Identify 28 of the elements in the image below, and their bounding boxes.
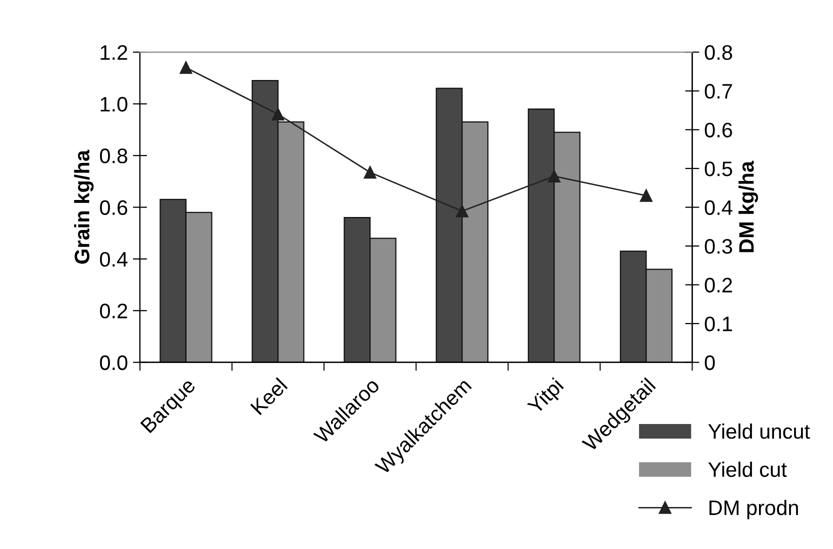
y-tick-label: 0.2 (100, 304, 128, 318)
y-tick-label: 0.6 (100, 200, 128, 215)
point (364, 166, 376, 179)
y2-tick-label: 0.1 (704, 316, 732, 332)
point (640, 189, 652, 202)
point (272, 108, 284, 120)
y-tick-label: 1.0 (100, 96, 128, 112)
y2-tick-label: 0.4 (704, 200, 732, 215)
point (180, 61, 192, 74)
legend-label: Yield cut (708, 462, 787, 477)
y-tick-label: 1.2 (100, 45, 128, 60)
legend-label: DM prodn (710, 500, 798, 520)
y2-tick-label: 0.5 (704, 161, 732, 176)
y2-tick-label: 0.2 (704, 278, 732, 293)
point (548, 170, 560, 182)
y-axis-title: Grain kg/ha (74, 150, 94, 264)
y2-tick-label: 0.8 (704, 45, 732, 60)
y2-tick-label: 0.7 (704, 84, 732, 99)
y2-tick-label: 0.3 (704, 239, 732, 254)
point (456, 204, 468, 218)
y2-axis-title: DM kg/ha (738, 160, 758, 252)
y-tick-label: 0.0 (100, 355, 128, 370)
y-tick-label: 0.4 (100, 252, 128, 267)
legend-label: Yield uncut (708, 424, 810, 439)
x-tick-label: Yitpi (526, 377, 567, 418)
y2-tick-label: 0.6 (704, 122, 732, 138)
y2-tick-label: 0 (704, 355, 715, 370)
y-tick-label: 0.8 (100, 148, 128, 164)
